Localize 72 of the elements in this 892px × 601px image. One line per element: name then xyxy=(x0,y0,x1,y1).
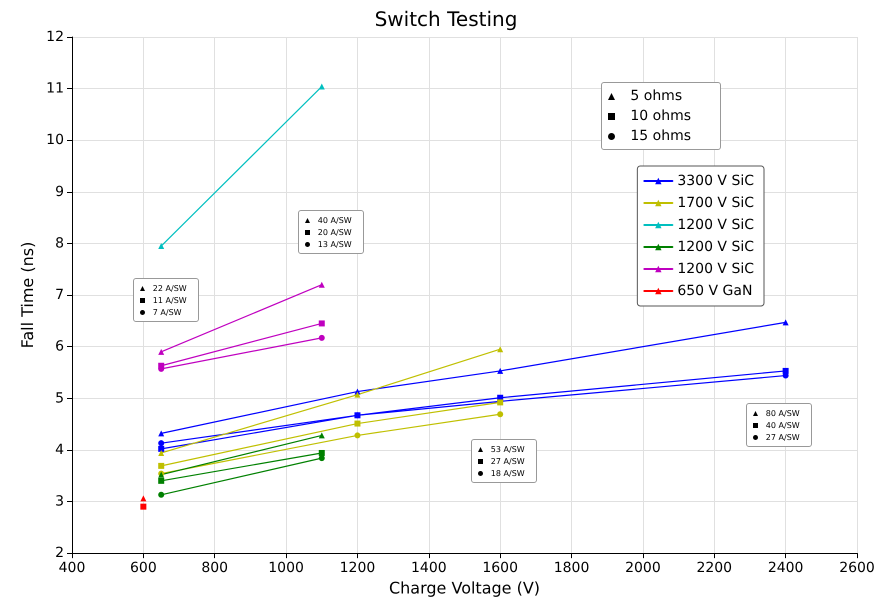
point xyxy=(497,411,504,418)
x-tick-label: 400 xyxy=(58,560,86,576)
point xyxy=(140,504,146,510)
point xyxy=(318,320,325,326)
annotation: 40 A/SW xyxy=(318,216,352,224)
annotation: 15 ohms xyxy=(630,128,692,144)
annotation: 10 ohms xyxy=(630,108,692,124)
y-tick-label: 5 xyxy=(55,390,64,406)
point xyxy=(497,346,504,352)
x-tick-label: 2600 xyxy=(839,560,875,576)
point xyxy=(158,450,164,456)
x-tick-label: 1200 xyxy=(340,560,376,576)
point xyxy=(318,334,325,341)
point xyxy=(158,446,164,452)
y-tick-label: 4 xyxy=(55,442,64,458)
note-box: 53 A/SW 27 A/SW 18 A/SW xyxy=(471,439,537,483)
note-box: 22 A/SW 11 A/SW 7 A/SW xyxy=(133,278,199,322)
y-tick-label: 2 xyxy=(55,545,64,562)
x-axis-title: Charge Voltage (V) xyxy=(388,578,540,598)
y-tick-label: 8 xyxy=(55,235,64,252)
y-tick-label: 12 xyxy=(46,29,64,45)
y-axis-title: Fall Time (ns) xyxy=(18,242,37,348)
y-tick-label: 9 xyxy=(55,184,64,200)
annotation: 53 A/SW xyxy=(490,444,525,454)
point xyxy=(158,430,164,436)
point xyxy=(318,455,325,462)
x-tick-label: 2200 xyxy=(696,560,732,576)
x-tick-label: 1800 xyxy=(554,560,590,576)
legend-label: 1200 V SiC xyxy=(677,217,754,233)
point xyxy=(782,319,789,326)
annotation: 7 A/SW xyxy=(152,308,182,316)
annotation: 22 A/SW xyxy=(152,284,187,292)
legend-label: 3300 V SiC xyxy=(677,173,754,189)
point xyxy=(140,495,146,502)
legend-label: 1200 V SiC xyxy=(677,239,754,255)
annotation: 5 ohms xyxy=(630,88,682,104)
annotation: 11 A/SW xyxy=(152,296,187,304)
y-tick-label: 3 xyxy=(55,493,64,510)
x-tick-label: 1600 xyxy=(482,560,518,576)
annotation: 13 A/SW xyxy=(318,240,352,248)
point xyxy=(354,420,360,427)
annotation: 20 A/SW xyxy=(318,228,352,236)
point xyxy=(158,478,164,484)
legend-label: 650 V GaN xyxy=(677,283,752,299)
x-tick-label: 2000 xyxy=(625,560,661,576)
point xyxy=(318,450,325,456)
note-box: 5 ohms 10 ohms 15 ohms xyxy=(601,82,721,150)
x-tick-label: 1400 xyxy=(411,560,447,576)
annotation: 80 A/SW xyxy=(766,408,800,418)
point xyxy=(354,432,360,438)
y-tick-label: 7 xyxy=(55,287,64,304)
point xyxy=(354,392,360,398)
point xyxy=(158,462,164,469)
note-box: 40 A/SW 20 A/SW 13 A/SW xyxy=(298,210,364,254)
x-tick-label: 1000 xyxy=(268,560,304,576)
y-tick-label: 10 xyxy=(46,132,64,148)
note-box: 80 A/SW 40 A/SW 27 A/SW xyxy=(746,403,812,447)
chart-title: Switch Testing xyxy=(374,7,518,31)
legend-label: 1700 V SiC xyxy=(677,195,754,211)
annotation: 18 A/SW xyxy=(490,468,525,478)
point xyxy=(158,492,164,498)
x-tick-label: 2400 xyxy=(768,560,804,576)
point xyxy=(158,440,164,446)
y-tick-label: 6 xyxy=(55,338,64,355)
point xyxy=(497,368,504,374)
annotation: 27 A/SW xyxy=(490,456,525,466)
legend-label: 1200 V SiC xyxy=(677,261,754,277)
annotation: 40 A/SW xyxy=(766,420,800,430)
y-tick-label: 11 xyxy=(46,80,64,97)
x-tick-label: 600 xyxy=(130,560,157,576)
annotation: 27 A/SW xyxy=(766,432,800,442)
x-tick-label: 800 xyxy=(201,560,228,576)
